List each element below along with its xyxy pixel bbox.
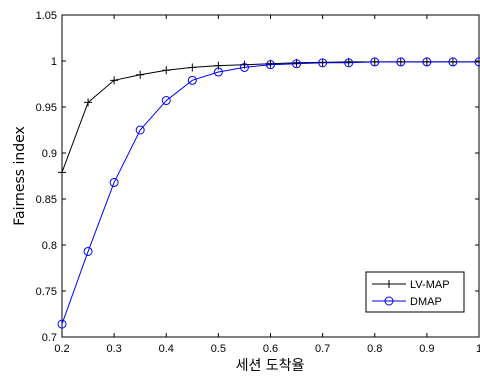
y-tick-label: 0.7 xyxy=(42,332,57,344)
legend-entry-dmap: DMAP xyxy=(372,296,442,308)
data-point-dmap xyxy=(474,57,480,67)
y-axis-label: Fairness index xyxy=(12,126,28,226)
x-tick-label: 0.3 xyxy=(106,343,121,355)
legend-box xyxy=(365,271,465,313)
legend: LV-MAP DMAP xyxy=(365,271,465,313)
legend-entry-lv-map: LV-MAP xyxy=(372,279,450,291)
data-point-dmap xyxy=(266,60,275,70)
x-tick-label: 1 xyxy=(476,343,480,355)
data-point-dmap xyxy=(318,58,328,68)
x-tick-label: 0.5 xyxy=(211,343,226,355)
legend-marker-lv-map xyxy=(385,280,393,288)
data-point-lv-map xyxy=(188,63,197,72)
data-point-dmap xyxy=(135,125,145,135)
data-point-dmap xyxy=(57,319,67,329)
data-point-lv-map xyxy=(448,57,457,66)
data-point-dmap xyxy=(370,57,380,67)
data-point-lv-map xyxy=(136,70,145,79)
y-tick-label: 1.05 xyxy=(36,10,57,22)
data-point-dmap xyxy=(83,246,93,256)
x-tick-label: 0.8 xyxy=(367,343,382,355)
data-point-lv-map xyxy=(422,57,431,66)
data-point-lv-map xyxy=(318,58,327,67)
axis-ticks: 0.2 0.3 0.4 0.5 0.6 0.7 0.8 0.9 1 0.7 0.75 0.8 0.85 0… xyxy=(36,10,480,355)
data-point-lv-map xyxy=(370,57,379,66)
x-tick-label: 0.9 xyxy=(419,343,434,355)
data-point-lv-map xyxy=(110,76,119,85)
x-axis-label: 세션 도착율 xyxy=(236,358,305,374)
data-point-dmap xyxy=(448,57,458,67)
x-tick-label: 0.7 xyxy=(315,343,330,355)
data-point-dmap xyxy=(292,59,302,69)
series-markers xyxy=(57,57,480,329)
data-point-lv-map xyxy=(475,57,480,66)
y-tick-label: 0.95 xyxy=(36,102,57,114)
data-point-dmap xyxy=(422,57,432,67)
x-tick-label: 0.4 xyxy=(159,343,174,355)
data-point-lv-map xyxy=(58,168,66,177)
y-tick-label: 0.9 xyxy=(42,148,57,160)
data-point-dmap xyxy=(213,67,223,77)
data-point-dmap xyxy=(109,177,119,187)
data-point-dmap xyxy=(344,58,354,68)
data-point-dmap xyxy=(396,57,406,67)
legend-marker-dmap xyxy=(384,296,394,306)
y-tick-label: 0.75 xyxy=(36,286,57,298)
legend-label-dmap: DMAP xyxy=(410,296,442,308)
data-point-lv-map xyxy=(84,98,93,107)
y-tick-label: 0.85 xyxy=(36,194,57,206)
data-point-lv-map xyxy=(162,66,171,75)
data-point-lv-map xyxy=(396,57,405,66)
x-tick-label: 0.2 xyxy=(54,343,69,355)
data-point-dmap xyxy=(187,75,197,85)
legend-label-lv-map: LV-MAP xyxy=(410,279,450,291)
y-tick-label: 0.8 xyxy=(42,240,57,252)
data-point-dmap xyxy=(239,62,249,72)
data-point-dmap xyxy=(161,96,171,106)
x-tick-label: 0.6 xyxy=(263,343,278,355)
y-tick-label: 1 xyxy=(51,56,57,68)
